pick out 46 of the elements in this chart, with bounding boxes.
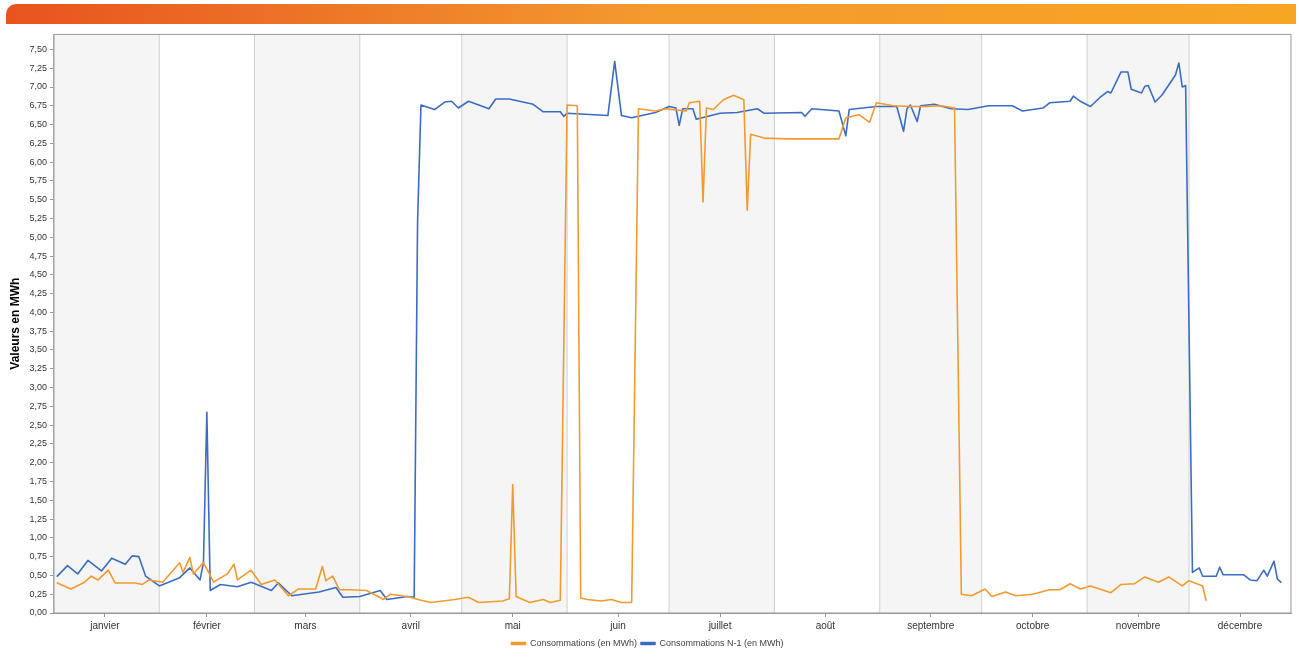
x-tick-label: mai bbox=[504, 619, 521, 631]
x-tick-label: février bbox=[192, 619, 222, 631]
x-tick-label: septembre bbox=[907, 619, 955, 631]
y-tick-label: 2,75 bbox=[29, 400, 47, 411]
y-tick-label: 6,25 bbox=[29, 137, 47, 148]
y-tick-label: 2,00 bbox=[29, 457, 47, 468]
x-tick-label: juillet bbox=[707, 619, 732, 631]
y-tick-label: 6,00 bbox=[29, 156, 47, 167]
y-tick-label: 0,25 bbox=[29, 588, 47, 599]
x-tick-label: novembre bbox=[1115, 619, 1161, 631]
y-tick-label: 7,50 bbox=[29, 43, 47, 54]
y-tick-label: 3,00 bbox=[29, 382, 47, 393]
x-tick-label: mars bbox=[294, 619, 317, 631]
y-tick-label: 4,75 bbox=[29, 250, 47, 261]
y-tick-label: 0,50 bbox=[29, 569, 47, 580]
y-tick-label: 2,25 bbox=[29, 438, 47, 449]
x-tick-label: juin bbox=[609, 619, 626, 631]
legend-label: Consommations N-1 (en MWh) bbox=[659, 637, 784, 648]
y-tick-label: 3,25 bbox=[29, 363, 47, 374]
legend-label: Consommations (en MWh) bbox=[529, 637, 637, 648]
y-axis-title: Valeurs en MWh bbox=[7, 277, 22, 370]
y-tick-label: 2,50 bbox=[29, 419, 47, 430]
x-tick-label: octobre bbox=[1016, 619, 1050, 631]
x-tick-label: janvier bbox=[89, 619, 121, 631]
y-tick-label: 1,00 bbox=[29, 532, 47, 543]
y-tick-label: 7,25 bbox=[29, 62, 47, 73]
y-tick-label: 3,75 bbox=[29, 325, 47, 336]
y-tick-label: 5,75 bbox=[29, 175, 47, 186]
x-tick-label: avril bbox=[401, 619, 420, 631]
y-tick-label: 6,50 bbox=[29, 119, 47, 130]
y-tick-label: 5,50 bbox=[29, 194, 47, 205]
y-tick-label: 7,00 bbox=[29, 81, 47, 92]
y-tick-label: 5,25 bbox=[29, 212, 47, 223]
x-tick-label: août bbox=[815, 619, 836, 631]
y-tick-label: 1,75 bbox=[29, 475, 47, 486]
y-tick-label: 6,75 bbox=[29, 100, 47, 111]
x-tick-label: décembre bbox=[1217, 619, 1263, 631]
y-tick-label: 4,00 bbox=[29, 306, 47, 317]
y-tick-label: 1,25 bbox=[29, 513, 47, 524]
y-tick-label: 1,50 bbox=[29, 494, 47, 505]
y-tick-label: 5,00 bbox=[29, 231, 47, 242]
y-tick-label: 0,00 bbox=[29, 607, 47, 618]
y-tick-label: 4,25 bbox=[29, 288, 47, 299]
y-tick-label: 0,75 bbox=[29, 551, 47, 562]
y-tick-label: 4,50 bbox=[29, 269, 47, 280]
y-tick-label: 3,50 bbox=[29, 344, 47, 355]
